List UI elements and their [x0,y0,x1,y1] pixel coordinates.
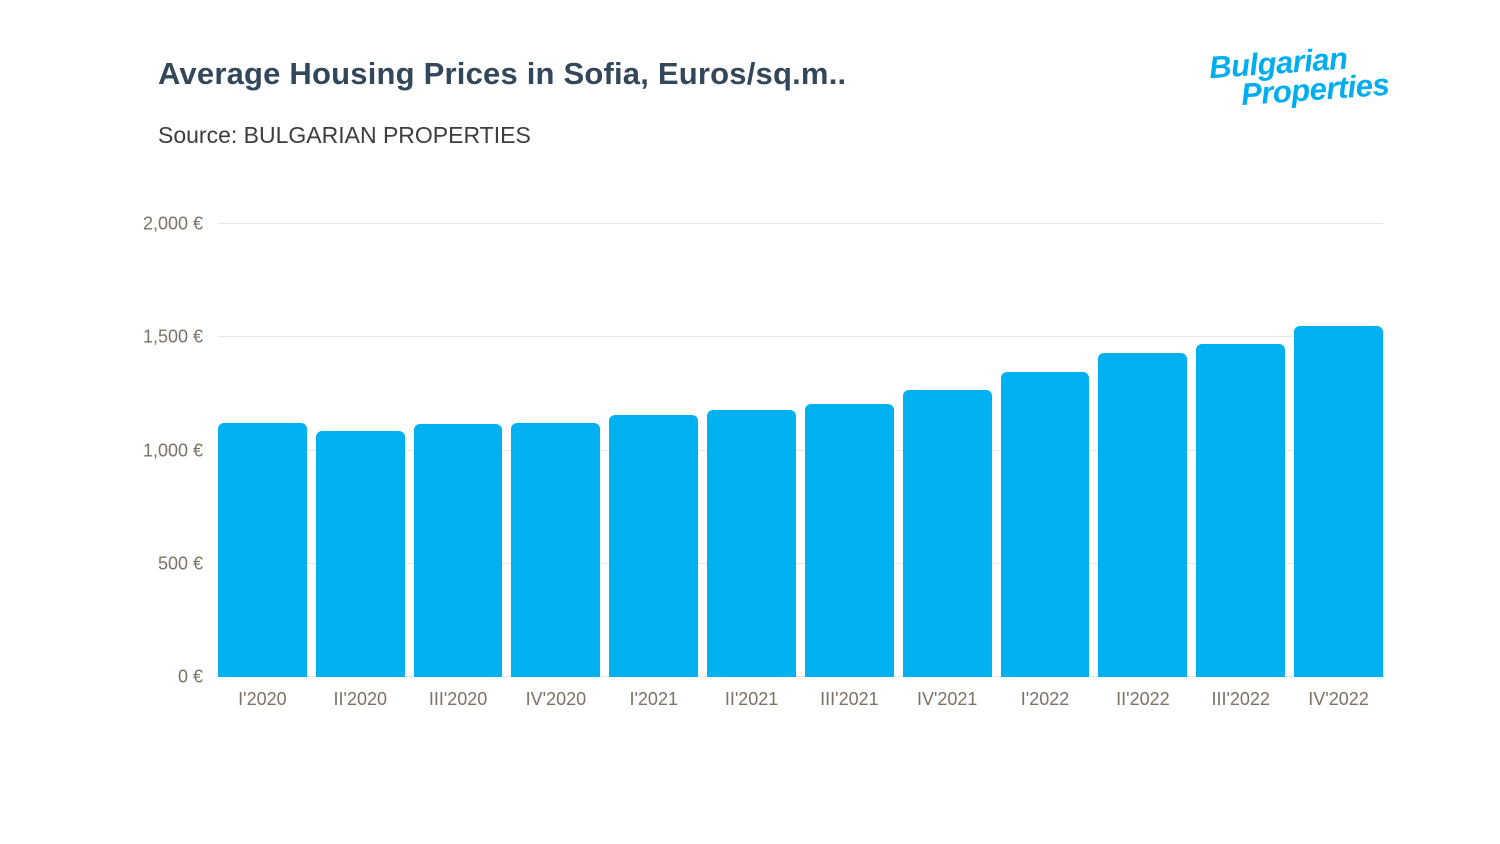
bar-slot [1098,224,1188,677]
plot-area: 0 € 500 € 1,000 € 1,500 € 2,000 € [143,214,1383,687]
x-tick-label: IV'2021 [916,689,978,709]
bulgarian-properties-logo: Bulgarian Properties [1208,41,1391,112]
gridlines: 0 € 500 € 1,000 € 1,500 € 2,000 € [143,214,1383,687]
bar-slot [413,224,503,677]
x-tick-label: I'2020 [238,689,287,709]
y-tick-label: 0 € [177,666,203,687]
bar-slot [218,224,307,677]
bar-IV'2022 [1294,325,1383,677]
bar-II'2020 [315,431,405,677]
x-tick-label: IV'2020 [525,689,587,709]
y-tick-label: 2,000 € [142,213,203,234]
bar-I'2022 [1000,372,1090,677]
bar-slot [1196,224,1286,677]
bar-slot [1294,224,1383,677]
x-tick-label: IV'2022 [1308,689,1369,709]
y-tick-label: 500 € [157,553,203,574]
bar-slot [804,224,894,677]
bar-I'2021 [609,415,699,677]
y-tick-label: 1,500 € [142,326,203,347]
gridline [218,676,1383,677]
bar-II'2022 [1098,353,1188,677]
x-tick-label: I'2021 [629,689,678,709]
gridline [218,562,1383,564]
x-tick-label: I'2022 [1020,689,1070,709]
bar-III'2022 [1196,344,1286,677]
x-tick-label: II'2021 [724,689,779,709]
bar-slot [511,224,601,677]
gridline [218,449,1383,451]
bars [218,224,1383,677]
bar-IV'2020 [511,423,601,677]
bar-II'2021 [707,409,796,677]
bar-IV'2021 [902,390,992,677]
x-tick-label: II'2022 [1116,689,1170,709]
bar-III'2020 [413,424,503,677]
x-tick-label: III'2021 [820,689,879,709]
x-tick-label: III'2022 [1211,689,1270,709]
x-axis: I'2020 II'2020 III'2020 IV'2020 I'2021 II'202… [218,689,1383,710]
bar-slot [315,224,405,677]
x-tick-label: II'2020 [333,689,387,709]
bar-slot [1000,224,1090,677]
chart-title: Average Housing Prices in Sofia, Euros/s… [158,56,847,91]
bar-slot [609,224,699,677]
bar-slot [902,224,992,677]
logo-line-2: Properties [1239,66,1391,112]
gridline [218,223,1383,224]
y-tick-label: 1,000 € [142,440,203,460]
bar-III'2021 [804,404,894,677]
bar-slot [707,224,796,677]
chart-source: Source: BULGARIAN PROPERTIES [158,122,531,148]
gridline [218,336,1383,338]
x-tick-label: III'2020 [428,689,488,709]
bar-I'2020 [218,423,307,677]
